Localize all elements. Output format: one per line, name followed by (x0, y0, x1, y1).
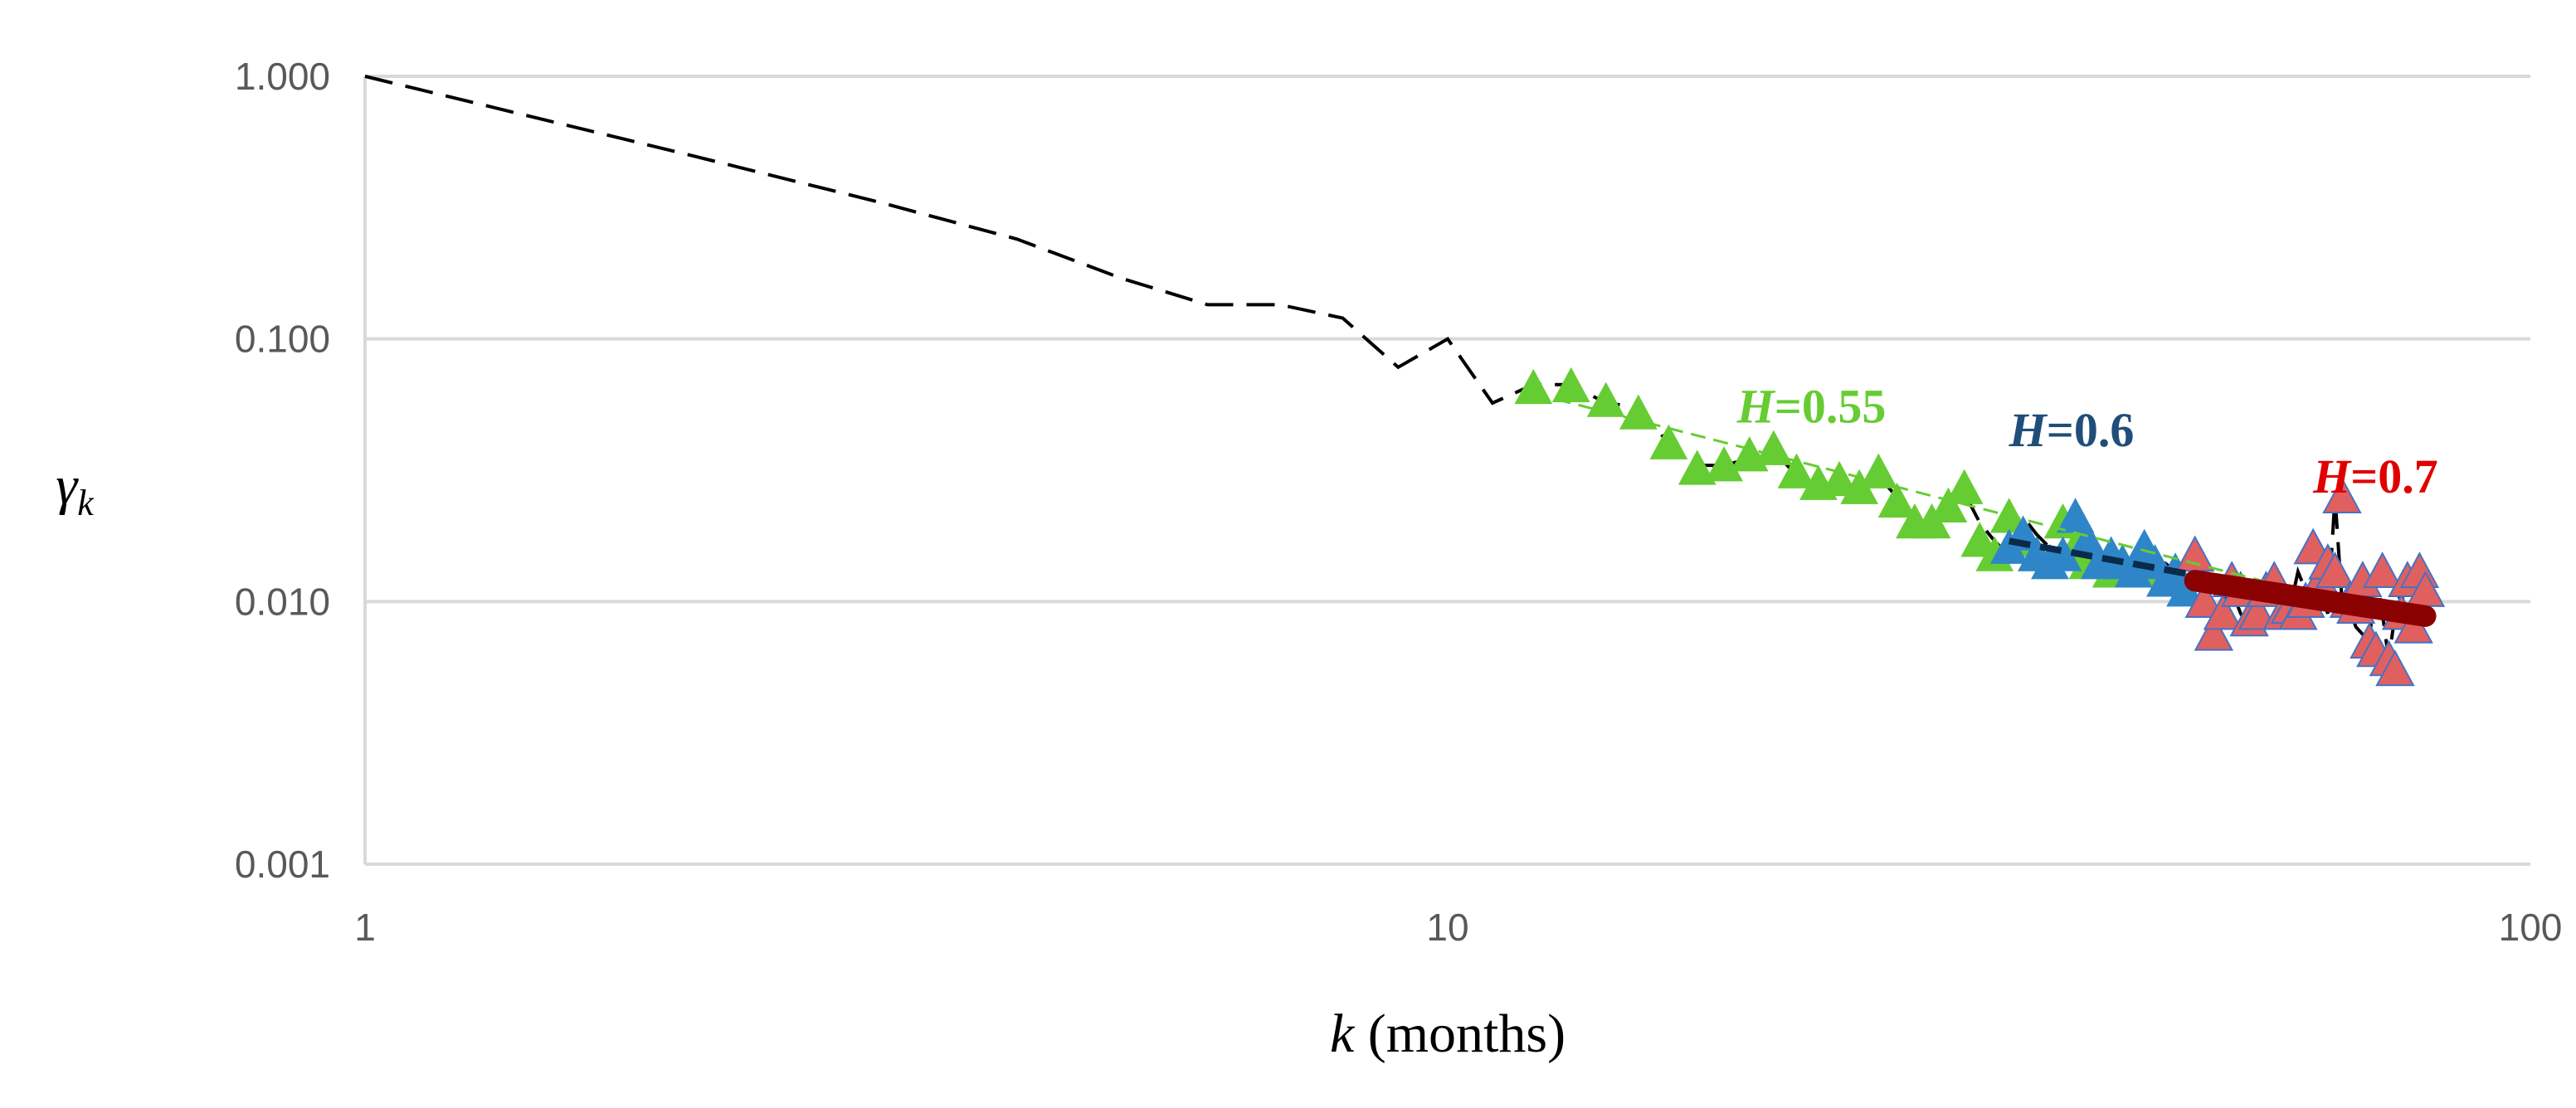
marker-series-3 (2375, 649, 2415, 687)
marker-series-3 (2315, 552, 2355, 588)
marker-series-1 (1551, 367, 1590, 403)
annotation-1: H=0.55 (1736, 380, 1887, 434)
x-tick-label: 10 (1426, 906, 1468, 949)
x-tick-label: 1 (354, 906, 376, 949)
y-axis-label: γk (56, 455, 95, 523)
marker-series-3 (2184, 581, 2224, 619)
annotation-value: =0.6 (2047, 403, 2135, 457)
marker-series-1 (1705, 446, 1743, 482)
marker-series-1 (1859, 453, 1898, 488)
annotation-var: H (1736, 380, 1776, 434)
marker-series-1 (1877, 482, 1916, 518)
marker-series-1 (1820, 460, 1858, 497)
x-axis-ticks: 1 10 100 (354, 906, 2562, 949)
marker-series-1 (1619, 394, 1658, 430)
annotations: H=0.55 H=0.6H=0.7 (1736, 380, 2438, 503)
y-axis-ticks: 0.001 0.010 0.100 1.000 (235, 55, 330, 886)
x-axis-label: k (months) (1330, 1004, 1566, 1064)
y-tick-label: 0.001 (235, 843, 330, 886)
y-axis-label-sub: k (77, 483, 95, 523)
x-axis-label-space (1354, 1004, 1368, 1064)
annotation-value: =0.7 (2350, 450, 2438, 503)
marker-series-1 (1929, 487, 1968, 522)
marker-series-3 (2322, 477, 2362, 514)
marker-series-1 (1777, 453, 1816, 488)
x-axis-label-unit: (months) (1368, 1004, 1566, 1064)
x-axis-label-var: k (1330, 1004, 1356, 1064)
y-tick-label: 0.010 (235, 580, 330, 623)
marker-series-3 (2362, 552, 2403, 588)
fit-line-series-3 (2184, 570, 2437, 627)
annotation-3: H=0.7 (2312, 450, 2438, 503)
marker-series-1 (1678, 450, 1717, 485)
marker-series-3 (2194, 614, 2234, 651)
marker-series-3 (2238, 593, 2278, 630)
annotation-var: H (2009, 403, 2048, 457)
annotation-2: H=0.6 (2009, 403, 2135, 457)
annotation-value: =0.55 (1775, 380, 1887, 434)
marker-series-1 (1649, 424, 1688, 459)
marker-series-3 (2203, 593, 2243, 630)
annotation-var: H (2312, 450, 2352, 503)
marker-series-1 (1586, 381, 1625, 417)
y-axis-label-main: γ (56, 455, 79, 516)
y-tick-label: 0.100 (235, 318, 330, 361)
axes (363, 76, 2530, 866)
x-tick-label: 100 (2499, 906, 2563, 949)
fit-lines (1532, 391, 2437, 627)
y-tick-label: 1.000 (235, 55, 330, 98)
